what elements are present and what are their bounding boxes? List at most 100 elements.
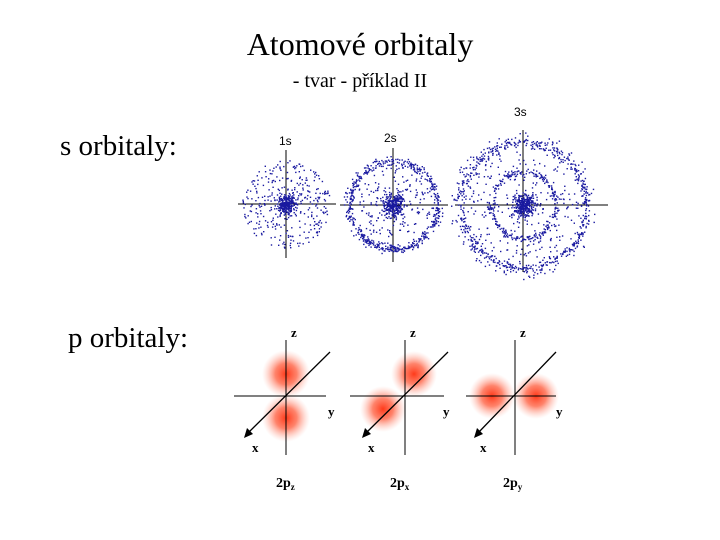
electron-dot: [568, 159, 570, 161]
electron-dot: [583, 201, 586, 203]
electron-dot: [359, 203, 361, 206]
electron-dot: [512, 205, 514, 207]
electron-dot: [398, 194, 401, 197]
electron-dot: [387, 196, 390, 198]
electron-dot: [285, 196, 287, 198]
electron-dot: [518, 197, 520, 200]
electron-dot: [300, 194, 302, 196]
electron-dot: [501, 211, 503, 213]
electron-dot: [521, 208, 523, 210]
electron-dot: [517, 211, 520, 213]
electron-dot: [495, 150, 497, 152]
electron-dot: [395, 249, 397, 251]
electron-dot: [546, 228, 549, 231]
electron-dot: [384, 214, 386, 217]
electron-dot: [298, 245, 300, 247]
electron-dot: [506, 175, 508, 178]
electron-dot: [526, 207, 528, 209]
electron-dot: [529, 235, 531, 238]
electron-dot: [394, 199, 396, 201]
electron-dot: [397, 189, 399, 192]
electron-dot: [532, 193, 534, 196]
electron-dot: [424, 231, 426, 233]
electron-dot: [549, 238, 552, 241]
electron-dot: [474, 168, 476, 171]
electron-dot: [394, 201, 396, 203]
electron-dot: [516, 202, 519, 205]
x-axis-label: x: [252, 440, 259, 455]
electron-dot: [483, 257, 486, 259]
electron-dot: [304, 223, 306, 225]
electron-dot: [556, 202, 558, 204]
electron-dot: [299, 177, 301, 179]
electron-dot: [524, 252, 527, 255]
electron-dot: [513, 144, 516, 147]
electron-dot: [518, 205, 520, 207]
electron-dot: [394, 204, 396, 206]
electron-dot: [521, 235, 523, 238]
electron-dot: [388, 211, 390, 214]
electron-dot: [461, 195, 463, 197]
electron-dot: [518, 207, 520, 209]
electron-dot: [574, 163, 576, 166]
electron-dot: [352, 191, 354, 193]
electron-dot: [578, 237, 580, 239]
electron-dot: [555, 150, 558, 153]
electron-dot: [369, 243, 371, 245]
electron-dot: [506, 249, 509, 251]
electron-dot: [381, 247, 384, 249]
electron-dot: [351, 198, 353, 201]
electron-dot: [279, 210, 281, 212]
electron-dot: [534, 209, 537, 212]
electron-dot: [356, 174, 359, 176]
electron-dot: [351, 191, 353, 193]
electron-dot: [291, 205, 293, 207]
electron-dot: [401, 197, 403, 199]
electron-dot: [483, 216, 485, 218]
electron-dot: [498, 138, 500, 140]
electron-dot: [480, 245, 482, 247]
electron-dot: [389, 197, 392, 199]
electron-dot: [405, 247, 408, 250]
electron-dot: [531, 187, 534, 189]
electron-dot: [365, 246, 367, 248]
electron-dot: [387, 242, 389, 244]
electron-dot: [393, 216, 396, 219]
electron-dot: [402, 217, 404, 220]
electron-dot: [569, 198, 571, 201]
electron-dot: [586, 203, 588, 206]
electron-dot: [525, 208, 527, 210]
electron-dot: [433, 202, 436, 204]
electron-dot: [475, 172, 477, 174]
lobe-upper-right: [391, 351, 437, 397]
electron-dot: [372, 242, 374, 244]
electron-dot: [280, 212, 282, 214]
electron-dot: [513, 222, 515, 225]
electron-dot: [280, 197, 282, 200]
electron-dot: [500, 184, 502, 186]
electron-dot: [587, 205, 590, 207]
electron-dot: [529, 200, 531, 202]
electron-dot: [531, 197, 533, 199]
electron-dot: [519, 206, 521, 208]
electron-dot: [472, 237, 474, 239]
electron-dot: [467, 174, 470, 176]
electron-dot: [546, 180, 548, 182]
electron-dot: [432, 184, 434, 186]
electron-dot: [399, 210, 401, 212]
electron-dot: [400, 201, 402, 203]
electron-dot: [579, 226, 581, 228]
electron-dot: [290, 210, 292, 213]
electron-dot: [577, 239, 579, 241]
electron-dot: [481, 214, 484, 216]
electron-dot: [417, 170, 419, 173]
electron-dot: [395, 204, 398, 206]
electron-dot: [277, 209, 280, 212]
electron-dot: [280, 169, 282, 171]
electron-dot: [527, 202, 529, 204]
electron-dot: [390, 192, 392, 195]
electron-dot: [582, 219, 584, 221]
electron-dot: [465, 195, 467, 197]
electron-dot: [551, 144, 554, 146]
electron-dot: [489, 208, 491, 210]
